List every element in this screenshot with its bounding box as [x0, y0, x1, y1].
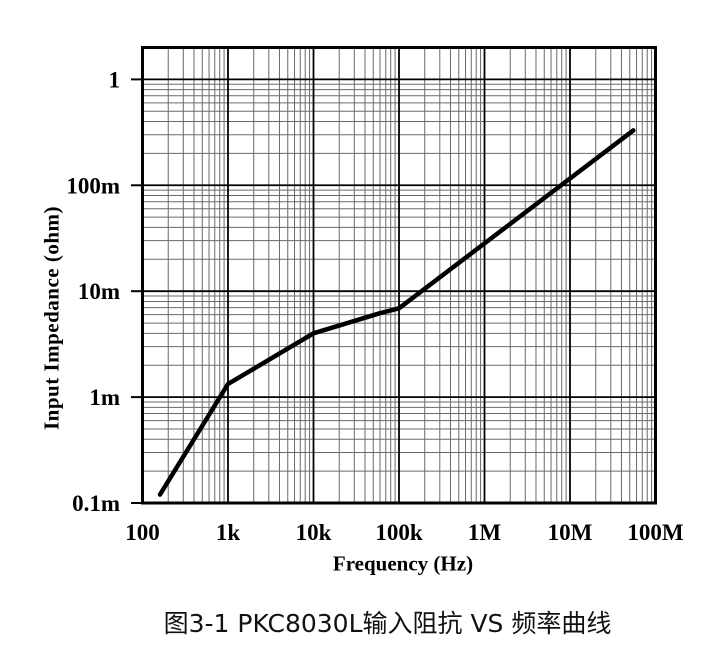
figure-caption: 图3-1 PKC8030L输入阻抗 VS 频率曲线: [163, 609, 612, 638]
x-tick-label: 100k: [375, 520, 423, 545]
y-tick-label: 10m: [78, 279, 120, 304]
x-tick-label: 1M: [468, 520, 502, 545]
impedance-curve: [157, 128, 636, 497]
y-tick-label: 100m: [66, 173, 120, 198]
x-tick-label: 100: [125, 520, 160, 545]
y-tick-label: 1: [109, 67, 121, 92]
y-tick-label: 1m: [89, 385, 120, 410]
y-tick-label: 0.1m: [72, 491, 120, 516]
x-tick-label: 10k: [296, 520, 332, 545]
x-tick-label: 100M: [627, 520, 684, 545]
x-tick-label: 1k: [216, 520, 241, 545]
x-axis-title: Frequency (Hz): [332, 551, 474, 576]
impedance-frequency-chart: 1 100m 10m 1m 0.1m 100 1k 10k 100k 1M 10M 100M Inpu…: [39, 46, 684, 576]
y-axis-title: Input Impedance (ohm): [39, 205, 64, 431]
x-tick-label: 10M: [548, 520, 593, 545]
plot-border: [141, 46, 657, 505]
